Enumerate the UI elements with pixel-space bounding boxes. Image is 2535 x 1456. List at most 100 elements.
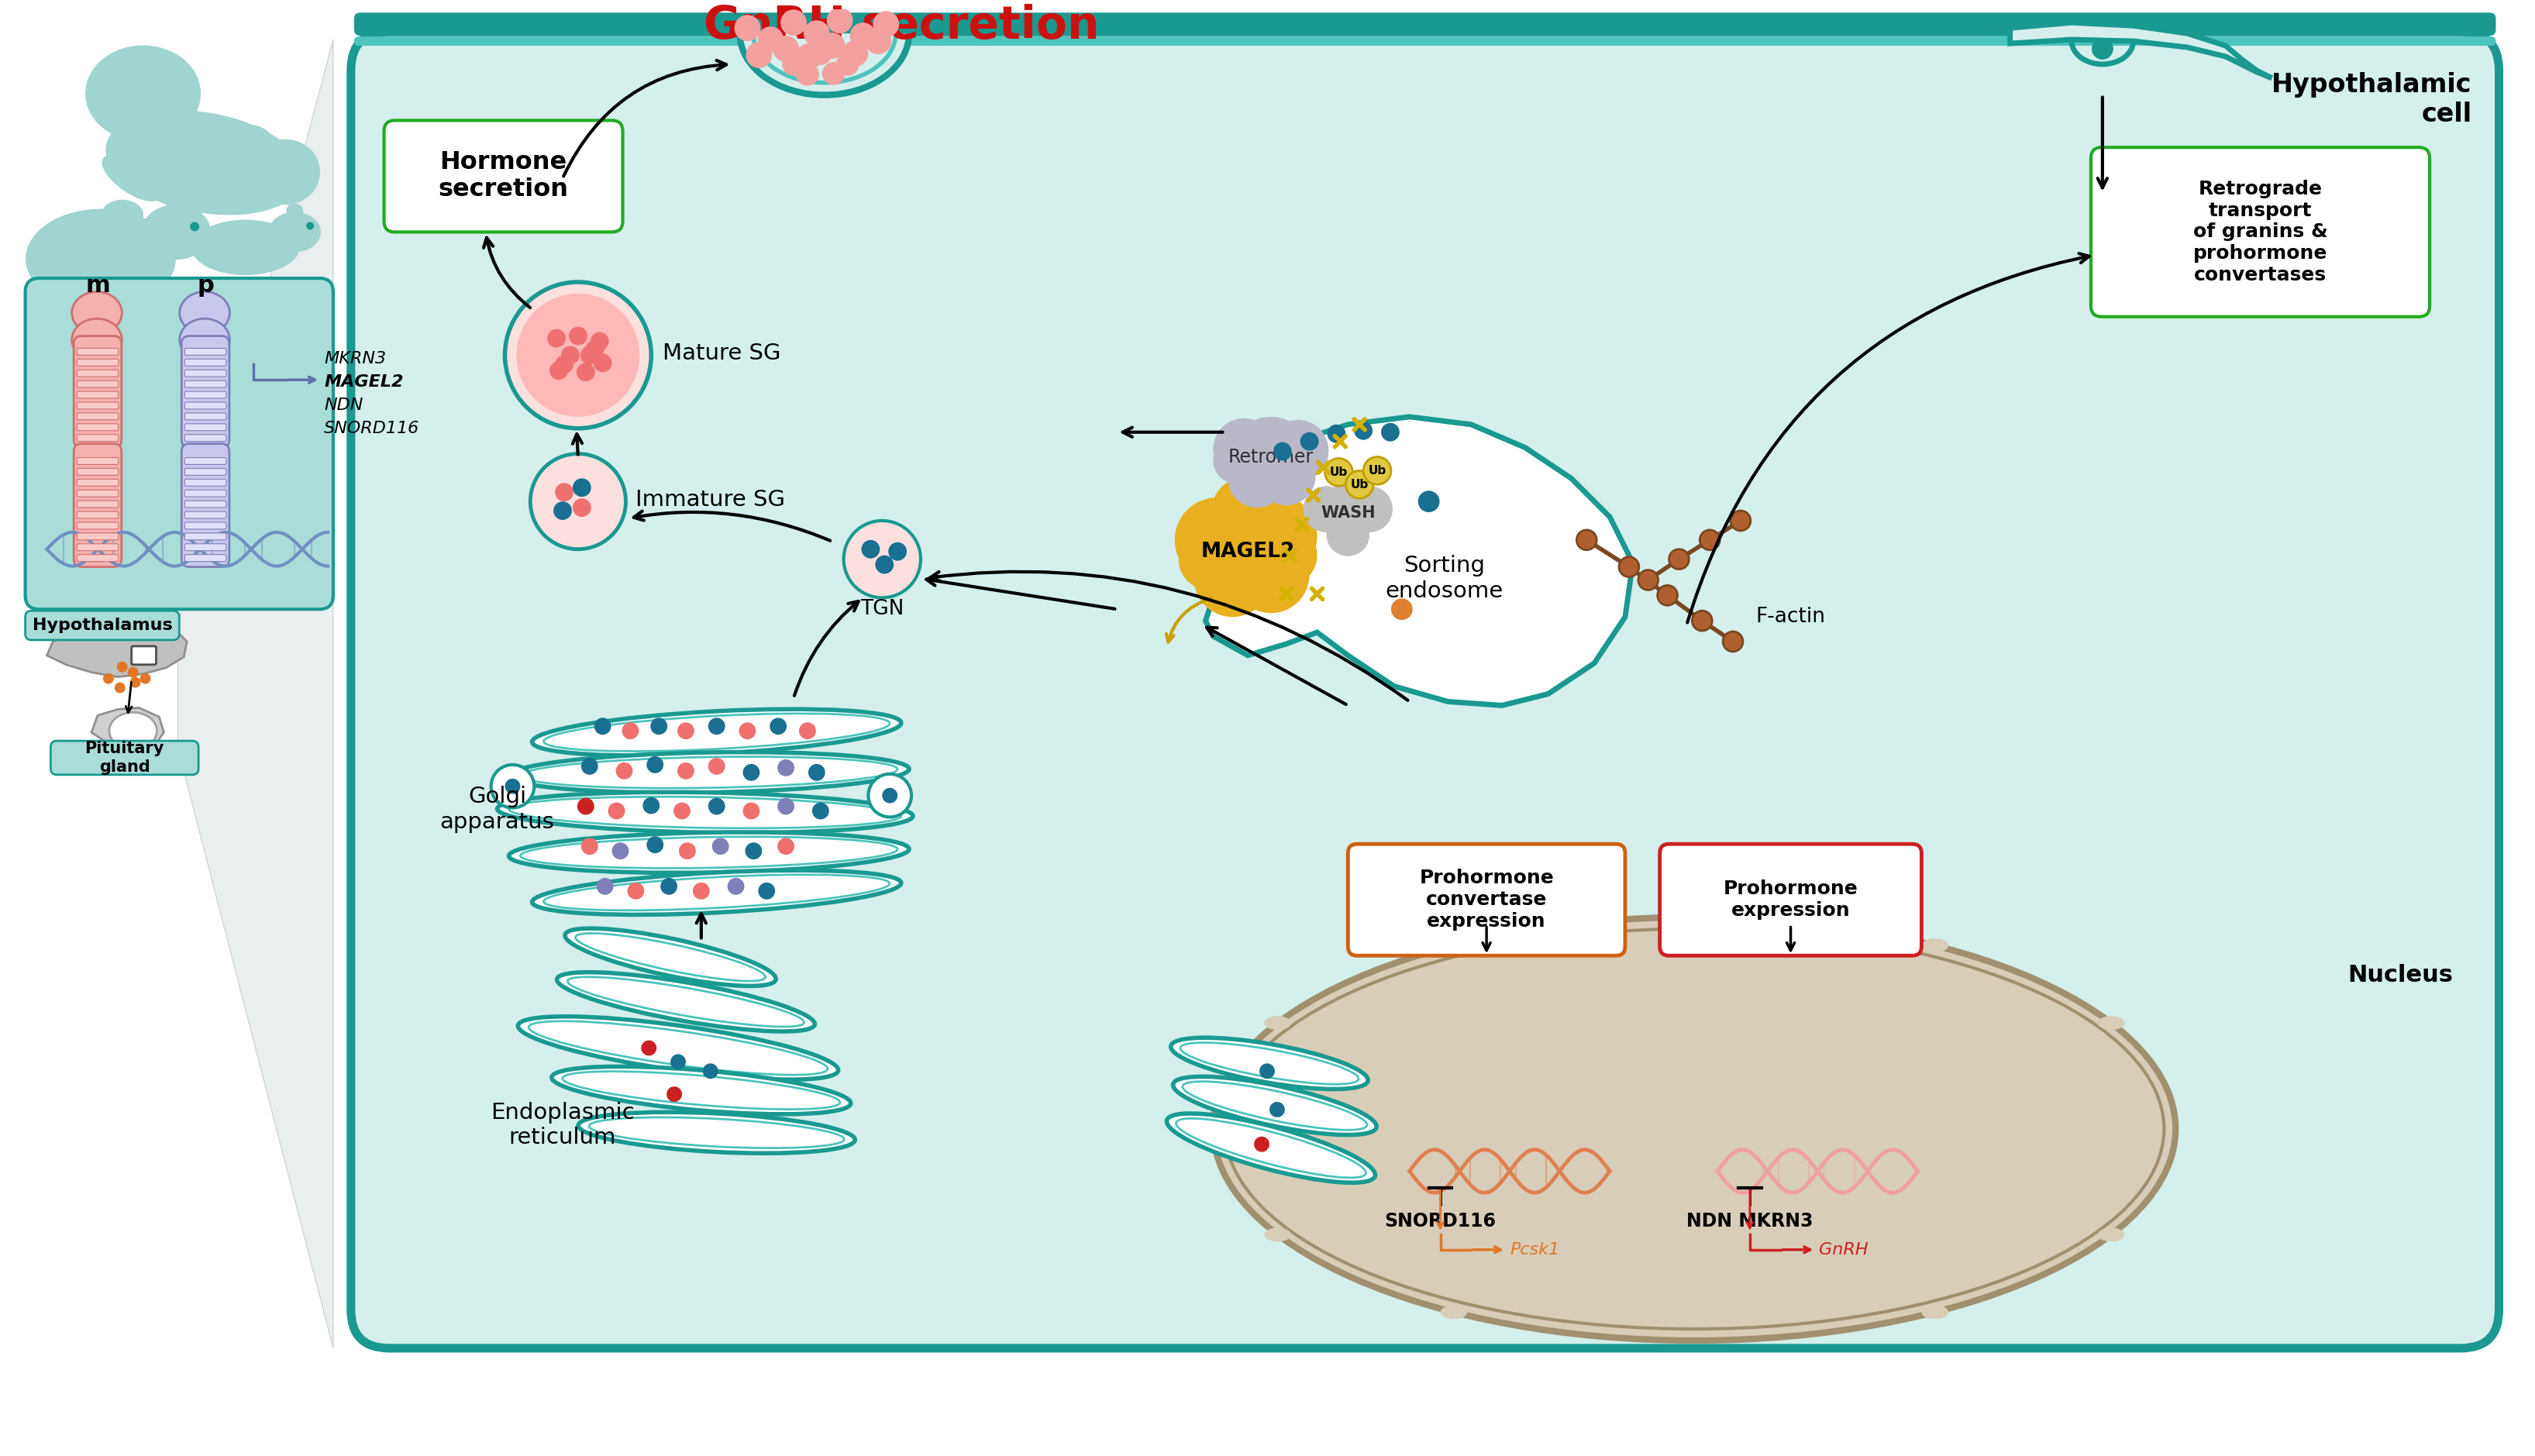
Circle shape (778, 837, 793, 855)
Circle shape (307, 221, 314, 230)
Text: Retrograde
transport
of granins &
prohormone
convertases: Retrograde transport of granins & prohor… (2193, 179, 2327, 284)
Circle shape (740, 722, 755, 740)
Text: Sorting
endosome: Sorting endosome (1384, 555, 1503, 601)
Circle shape (596, 878, 613, 895)
Ellipse shape (2096, 1227, 2124, 1242)
Circle shape (550, 361, 568, 380)
Circle shape (862, 540, 880, 559)
Ellipse shape (180, 319, 231, 361)
Ellipse shape (558, 973, 814, 1031)
Circle shape (707, 798, 725, 815)
Text: MKRN3: MKRN3 (324, 351, 385, 367)
Circle shape (844, 521, 920, 597)
Circle shape (1227, 448, 1285, 508)
Circle shape (778, 798, 793, 815)
Circle shape (591, 332, 608, 351)
Circle shape (568, 326, 588, 345)
Circle shape (1346, 470, 1374, 498)
Text: Prohormone
expression: Prohormone expression (1724, 879, 1858, 920)
Circle shape (743, 764, 760, 780)
Circle shape (826, 7, 852, 33)
FancyBboxPatch shape (76, 501, 119, 508)
Circle shape (1577, 530, 1597, 550)
Circle shape (1354, 421, 1371, 440)
Circle shape (1638, 569, 1658, 590)
Circle shape (581, 757, 598, 775)
FancyBboxPatch shape (76, 523, 119, 529)
FancyBboxPatch shape (74, 444, 122, 566)
Text: GnRH secretion: GnRH secretion (705, 3, 1100, 48)
Circle shape (1189, 494, 1306, 609)
Ellipse shape (575, 933, 766, 981)
Circle shape (578, 798, 593, 815)
FancyBboxPatch shape (383, 121, 624, 232)
Circle shape (837, 52, 859, 76)
Circle shape (1691, 610, 1711, 630)
Circle shape (707, 757, 725, 775)
Circle shape (1658, 585, 1678, 606)
Ellipse shape (1440, 1305, 1468, 1319)
Circle shape (1212, 476, 1285, 550)
Ellipse shape (565, 929, 776, 986)
FancyBboxPatch shape (76, 489, 119, 496)
Circle shape (504, 779, 520, 794)
Circle shape (692, 882, 710, 900)
Circle shape (870, 775, 913, 817)
Ellipse shape (25, 208, 175, 309)
FancyBboxPatch shape (76, 469, 119, 475)
Ellipse shape (251, 140, 319, 205)
FancyBboxPatch shape (76, 370, 119, 377)
Circle shape (773, 36, 799, 63)
Circle shape (1273, 443, 1293, 460)
Circle shape (804, 20, 829, 47)
Ellipse shape (2096, 1016, 2124, 1029)
Text: NDN MKRN3: NDN MKRN3 (1686, 1211, 1813, 1230)
Circle shape (616, 763, 634, 779)
Circle shape (1255, 1137, 1270, 1152)
FancyBboxPatch shape (185, 543, 226, 550)
Circle shape (1392, 598, 1412, 620)
Text: SNORD116: SNORD116 (1384, 1211, 1496, 1230)
FancyBboxPatch shape (76, 434, 119, 441)
FancyBboxPatch shape (74, 336, 122, 447)
FancyBboxPatch shape (76, 380, 119, 387)
FancyBboxPatch shape (1660, 844, 1922, 955)
Circle shape (139, 673, 150, 684)
Ellipse shape (1181, 1082, 1366, 1130)
Circle shape (555, 483, 573, 501)
Ellipse shape (510, 753, 910, 792)
Circle shape (887, 542, 908, 561)
Ellipse shape (109, 712, 157, 750)
Circle shape (1257, 447, 1316, 505)
Circle shape (875, 555, 895, 574)
Circle shape (651, 718, 667, 735)
Circle shape (662, 878, 677, 895)
Circle shape (728, 878, 745, 895)
Circle shape (626, 882, 644, 900)
Text: Ub: Ub (1369, 464, 1387, 476)
FancyBboxPatch shape (76, 533, 119, 540)
FancyBboxPatch shape (185, 424, 226, 431)
Circle shape (1382, 422, 1399, 441)
FancyBboxPatch shape (25, 278, 332, 609)
Ellipse shape (517, 1016, 839, 1079)
Circle shape (882, 788, 897, 804)
FancyBboxPatch shape (185, 457, 226, 464)
Circle shape (799, 722, 816, 740)
Ellipse shape (1440, 939, 1468, 952)
Circle shape (1326, 459, 1354, 486)
Text: Golgi
apparatus: Golgi apparatus (441, 786, 555, 833)
Circle shape (811, 802, 829, 820)
Ellipse shape (532, 709, 900, 756)
Ellipse shape (553, 1066, 852, 1114)
Ellipse shape (269, 213, 322, 252)
FancyBboxPatch shape (185, 523, 226, 529)
Ellipse shape (286, 204, 304, 217)
Circle shape (644, 796, 659, 814)
Circle shape (1268, 419, 1328, 482)
Ellipse shape (71, 291, 122, 333)
FancyBboxPatch shape (51, 741, 198, 775)
Ellipse shape (1922, 939, 1949, 952)
Circle shape (1303, 486, 1349, 533)
Ellipse shape (497, 792, 913, 833)
